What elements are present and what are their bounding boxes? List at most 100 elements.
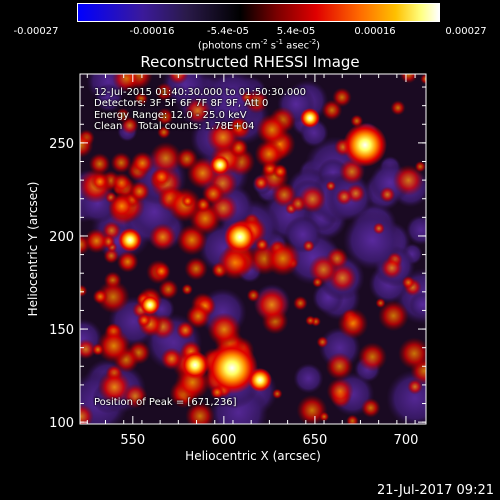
heatmap-blob (96, 280, 130, 314)
heatmap-blob (176, 320, 195, 340)
colorbar-units: (photons cm-2 s-1 asec-2) (197, 38, 321, 52)
heatmap-blob (91, 343, 105, 356)
heatmap-blob (181, 283, 193, 296)
heatmap-blob (325, 180, 337, 192)
heatmap-blob (92, 288, 108, 305)
heatmap-blob (392, 164, 425, 196)
heatmap-blob (118, 228, 142, 252)
x-tick-label: 700 (394, 433, 419, 448)
heatmap-blob (167, 74, 189, 85)
clean-counts-annotation: Clean Total counts: 1.78E+04 (94, 121, 255, 132)
y-tick-label: 100 (49, 416, 74, 431)
heatmap-blob (155, 107, 174, 126)
heatmap-blob (360, 398, 381, 418)
heatmap-blob (248, 368, 272, 392)
heatmap-blob (224, 221, 256, 253)
heatmap-blob (130, 151, 155, 175)
heatmap-blob (272, 164, 288, 180)
heatmap-blob (380, 256, 404, 280)
heatmap-blob (210, 155, 230, 175)
heatmap-blob (265, 240, 301, 277)
heatmap-blob (253, 175, 269, 191)
heatmap-blob (256, 113, 289, 146)
colorbar-tick: -5.4e-05 (207, 26, 249, 37)
heatmap-blob (111, 172, 132, 193)
x-tick-label: 550 (120, 433, 145, 448)
heatmap-blob (409, 291, 426, 318)
heatmap-blob (80, 132, 94, 158)
heatmap-blob (110, 152, 132, 174)
heatmap-blob (272, 388, 283, 400)
heatmap-blob (80, 284, 88, 298)
heatmap-blob (312, 276, 324, 288)
heatmap-blob (136, 312, 152, 328)
chart-title: Reconstructed RHESSI Image (140, 53, 360, 71)
heatmap-blob (149, 141, 183, 175)
heatmap-blob (399, 74, 418, 84)
heatmap-blob (103, 248, 120, 264)
heatmap-blob (184, 256, 208, 281)
heatmap-blob (300, 108, 320, 128)
peak-position-annotation: Position of Peak = [671,236] (94, 397, 237, 408)
heatmap-blob (116, 250, 139, 273)
energy-range-annotation: Energy Range: 12.0 - 25.0 keV (94, 110, 247, 121)
heatmap-blob (326, 377, 354, 405)
heatmap-blob (254, 287, 290, 323)
heatmap-blob (332, 87, 352, 108)
x-tick-label: 650 (303, 433, 328, 448)
colorbar-tick: 0.00016 (354, 26, 396, 37)
heatmap-blob (240, 90, 254, 104)
heatmap-blob (319, 411, 330, 422)
heatmap-blob (305, 315, 316, 326)
heatmap-blob (325, 352, 354, 381)
y-tick-label: 150 (49, 323, 74, 338)
heatmap-blob (398, 337, 426, 370)
heatmap-blob (80, 339, 96, 360)
heatmap-blob (378, 300, 409, 332)
time-range-annotation: 12-Jul-2015 01:40:30.000 to 01:50:30.000 (94, 87, 306, 98)
heatmap-blob (115, 108, 130, 123)
heatmap-blob (140, 295, 160, 315)
heatmap-blob (207, 312, 242, 347)
x-axis-label: Heliocentric X (arcsec) (185, 449, 321, 463)
heatmap-blob (316, 336, 329, 349)
heatmap-blob (379, 186, 396, 203)
plot-frame (79, 73, 427, 425)
heatmap-blob (185, 401, 215, 424)
heatmap-blob (184, 97, 211, 124)
heatmap-blob (405, 214, 426, 246)
heatmap-blob (185, 303, 211, 329)
heatmap-blob (134, 91, 149, 106)
heatmap-blob (293, 295, 308, 311)
y-axis-label: Heliocentric Y (arcsec) (26, 182, 40, 317)
heatmap-blob (298, 185, 327, 213)
heatmap-blob (158, 279, 179, 300)
heatmap-blob (302, 239, 315, 253)
heatmap-blob (80, 403, 94, 424)
heatmap-blob (94, 83, 123, 113)
heatmap-blob (254, 139, 284, 169)
heatmap-blob (148, 223, 177, 251)
heatmap-blob (407, 378, 423, 395)
heatmap-blob (337, 308, 369, 340)
heatmap-blob (155, 82, 174, 102)
colorbar-tick: 5.4e-05 (276, 26, 316, 37)
heatmap-blob (90, 172, 110, 191)
heatmap-blob (201, 182, 225, 206)
heatmap-blob (217, 245, 253, 281)
heatmap-blob (181, 194, 195, 208)
heatmap-blob (151, 166, 172, 187)
colorbar (77, 3, 440, 22)
heatmap-blob (107, 192, 136, 220)
heatmap-blob (97, 370, 131, 404)
heatmap-blob (401, 275, 416, 290)
heatmap-blob (293, 363, 324, 394)
heatmap-blob (96, 328, 131, 364)
heatmap-blob (206, 120, 240, 154)
colorbar-tick: -0.00016 (129, 26, 175, 37)
heatmap-blob (129, 180, 151, 202)
x-tick-label: 600 (211, 433, 236, 448)
detectors-annotation: Detectors: 3F 5F 6F 7F 8F 9F, Att 0 (94, 98, 269, 109)
colorbar-tick: 0.00027 (445, 26, 487, 37)
